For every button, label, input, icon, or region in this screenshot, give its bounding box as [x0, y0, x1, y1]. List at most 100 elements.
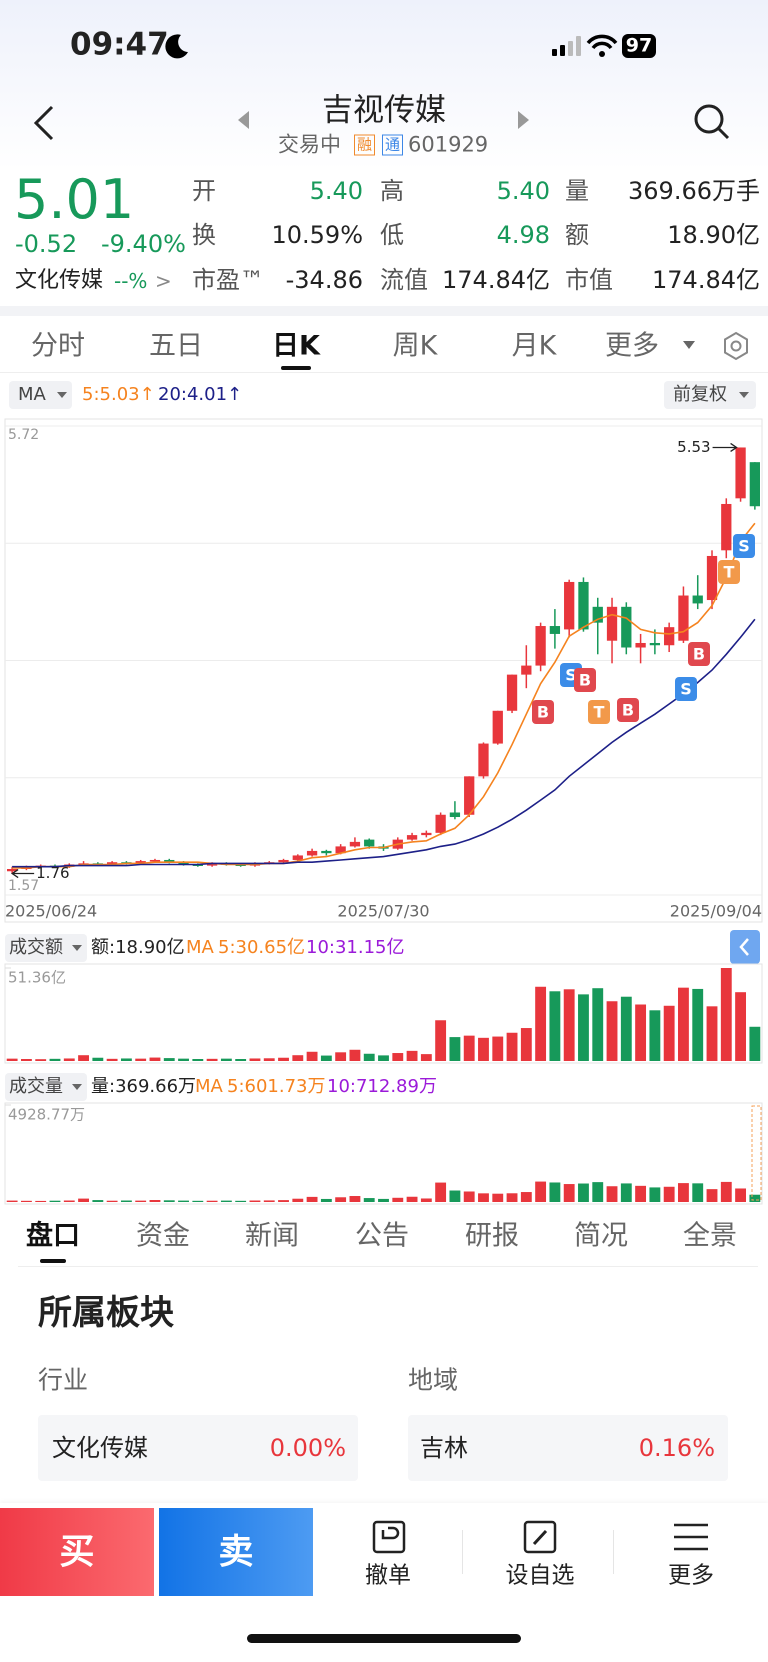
tab-divider [0, 372, 768, 373]
amount-select[interactable] [5, 934, 87, 962]
signal-label: B [537, 703, 549, 722]
next-stock[interactable] [515, 110, 531, 130]
candle-body [121, 862, 132, 864]
bar [149, 1057, 161, 1061]
signal-badge [688, 642, 710, 666]
adjust-select[interactable] [664, 381, 756, 409]
candle-body [49, 865, 61, 868]
bar [263, 1200, 275, 1202]
action-label[interactable]: 撤单 [365, 1562, 411, 1589]
more-icon[interactable] [672, 1520, 710, 1554]
field-label: 流值 [380, 266, 428, 294]
action-label[interactable]: 设自选 [505, 1562, 575, 1589]
signal-label: T [724, 563, 735, 582]
field-value: 10.59% [271, 221, 363, 249]
watchlist-icon[interactable] [523, 1520, 557, 1554]
bar [649, 1187, 661, 1202]
detail-tab[interactable]: 公告 [355, 1220, 409, 1252]
candle-body [178, 862, 189, 865]
candle-body [106, 862, 118, 865]
action-divider [462, 1530, 463, 1574]
buy-button[interactable] [0, 1508, 154, 1596]
candle-body [564, 581, 575, 630]
detail-tab[interactable]: 新闻 [245, 1220, 299, 1252]
candle-body [64, 864, 75, 867]
candle-body [735, 447, 746, 499]
bar [178, 1058, 189, 1061]
bar [520, 1028, 532, 1061]
candle-body [149, 859, 161, 862]
detail-tab-active[interactable]: 盘口 [26, 1220, 80, 1252]
field-label: 市盈™ [192, 266, 264, 294]
period-tab[interactable]: 更多 [605, 330, 659, 362]
detail-tab[interactable]: 资金 [136, 1220, 190, 1252]
amount-title: 成交额 [9, 937, 63, 958]
candle-body [292, 855, 303, 860]
detail-tab[interactable]: 全景 [683, 1220, 737, 1252]
period-tab[interactable]: 分时 [31, 330, 85, 362]
field-value: 174.84亿 [442, 266, 550, 294]
sector-card-change: 0.16% [638, 1434, 715, 1462]
period-tab-active[interactable]: 日K [272, 330, 320, 362]
signal-label: S [565, 666, 577, 685]
bar [6, 1058, 18, 1061]
bar [306, 1051, 318, 1061]
candle-body [464, 776, 475, 815]
high-label: 5.53 [677, 438, 710, 456]
home-indicator [247, 1634, 521, 1643]
volume-ma5: 5:601.73万 [227, 1076, 326, 1097]
period-tab[interactable]: 周K [392, 330, 438, 362]
volume-select[interactable] [5, 1073, 87, 1101]
candle-body [235, 864, 246, 866]
signal-label: S [738, 537, 750, 556]
cancel-icon[interactable] [372, 1520, 406, 1554]
sell-button[interactable] [159, 1508, 313, 1596]
sector-card[interactable] [408, 1415, 728, 1481]
sector-arrow[interactable]: > [155, 269, 172, 293]
period-tab[interactable]: 月K [511, 330, 557, 362]
detail-tab[interactable]: 简况 [574, 1220, 628, 1252]
bar [220, 1058, 232, 1061]
candle-body [6, 869, 18, 872]
amount-ma-name: MA [186, 937, 214, 958]
selection-box [751, 1105, 762, 1201]
signal-badge [560, 663, 582, 687]
action-label[interactable]: 更多 [668, 1562, 714, 1589]
stock-title: 吉视传媒 [322, 92, 446, 129]
low-label: 1.76 [36, 864, 69, 882]
bar [249, 1200, 261, 1202]
search-button[interactable] [692, 102, 732, 142]
candle-body [78, 863, 89, 865]
bar [135, 1058, 147, 1061]
status-icons [552, 34, 656, 58]
collapse-button[interactable] [730, 930, 760, 964]
signal-badge [733, 534, 755, 558]
signal-badge [718, 560, 740, 584]
candle-body [321, 850, 332, 854]
back-button[interactable] [30, 104, 60, 142]
candle-body [535, 626, 546, 666]
field-value: 369.66万手 [628, 177, 760, 205]
bar [378, 1055, 389, 1061]
sector-card[interactable] [38, 1415, 358, 1481]
candle-body [92, 863, 103, 865]
bar [235, 1059, 247, 1061]
period-tab[interactable]: 五日 [149, 330, 203, 362]
high-arrow [712, 442, 738, 453]
candle-body [264, 862, 275, 864]
detail-tab[interactable]: 研报 [465, 1220, 519, 1252]
candle-body [392, 839, 403, 849]
bar [635, 1185, 647, 1202]
settings-button[interactable] [720, 330, 752, 362]
signal-label: B [622, 701, 634, 720]
candle-body [221, 863, 232, 865]
bar [235, 1200, 247, 1202]
price-frame [4, 418, 763, 923]
field-value: 18.90亿 [667, 221, 760, 249]
bar [649, 1010, 661, 1061]
prev-stock[interactable] [236, 110, 252, 130]
bar [478, 1037, 489, 1061]
field-label: 换 [192, 221, 216, 249]
candle-body [621, 606, 632, 648]
bar [720, 968, 732, 1061]
